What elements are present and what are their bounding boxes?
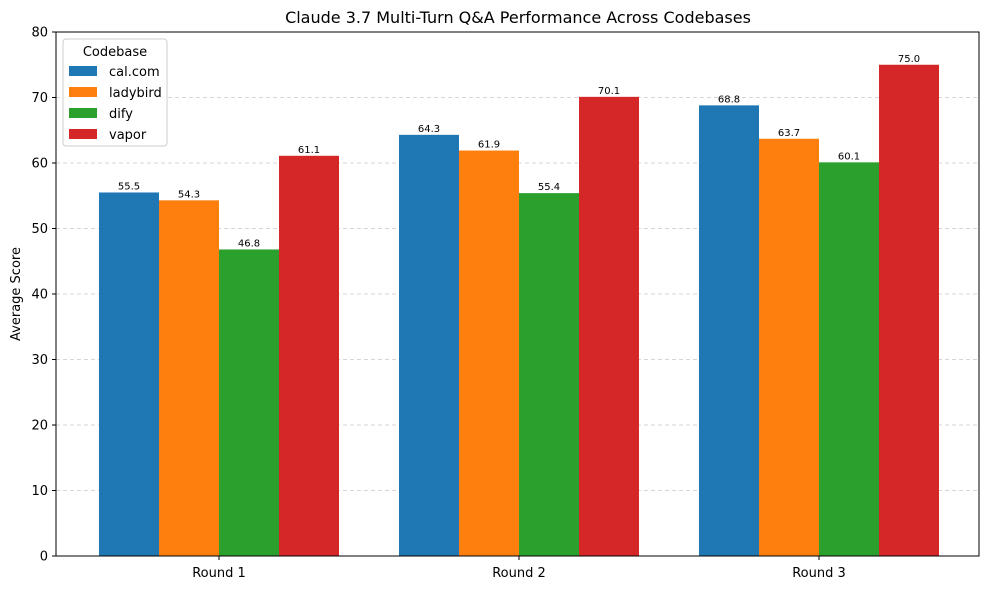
x-tick-label: Round 1 xyxy=(192,566,246,581)
bar-value-label: 46.8 xyxy=(238,238,260,249)
bar-dify-round-1 xyxy=(219,249,279,556)
bar-ladybird-round-2 xyxy=(459,150,519,556)
bar-dify-round-2 xyxy=(519,193,579,556)
legend-swatch xyxy=(69,129,97,139)
bar-value-label: 55.5 xyxy=(118,181,140,192)
bar-value-label: 61.9 xyxy=(478,140,500,151)
y-tick-label: 70 xyxy=(31,91,48,106)
y-tick-label: 30 xyxy=(31,353,48,368)
data-labels: 55.5 54.3 46.8 61.1 64.3 61.9 55.4 70.1 68.8 63.7… xyxy=(118,54,920,250)
legend-swatch xyxy=(69,66,97,76)
y-tick-label: 60 xyxy=(31,157,48,172)
legend-swatch xyxy=(69,108,97,118)
bar-cal-com-round-1 xyxy=(99,192,159,556)
bar-value-label: 63.7 xyxy=(778,128,800,139)
bar-vapor-round-2 xyxy=(579,96,639,556)
legend-label: ladybird xyxy=(109,86,162,101)
bar-value-label: 70.1 xyxy=(598,86,620,97)
bar-ladybird-round-1 xyxy=(159,200,219,556)
bar-cal-com-round-3 xyxy=(699,105,759,557)
bar-value-label: 54.3 xyxy=(178,189,200,200)
x-tick-label: Round 3 xyxy=(792,566,846,581)
legend-label: cal.com xyxy=(109,65,160,80)
bar-ladybird-round-3 xyxy=(759,138,819,556)
axis-ticks: 0 10 20 30 40 50 60 70 80 Round 1 Round 2 Round 3 xyxy=(31,26,845,582)
bar-value-label: 60.1 xyxy=(838,151,860,162)
legend-swatch xyxy=(69,87,97,97)
y-tick-label: 50 xyxy=(31,222,48,237)
bar-vapor-round-1 xyxy=(279,155,339,557)
bar-value-label: 55.4 xyxy=(538,182,560,193)
x-tick-label: Round 2 xyxy=(492,566,546,581)
legend-box xyxy=(62,38,168,147)
legend-title: Codebase xyxy=(83,45,147,60)
y-tick-label: 20 xyxy=(31,419,48,434)
bar-vapor-round-3 xyxy=(879,64,939,556)
y-tick-label: 80 xyxy=(31,26,48,41)
legend-label: vapor xyxy=(109,128,147,143)
y-tick-label: 0 xyxy=(40,550,48,565)
bar-value-label: 75.0 xyxy=(898,54,920,65)
y-tick-label: 40 xyxy=(31,288,48,303)
y-axis-label: Average Score xyxy=(9,247,24,341)
legend-label: dify xyxy=(109,107,133,122)
bar-dify-round-3 xyxy=(819,162,879,556)
bar-value-label: 68.8 xyxy=(718,94,740,105)
bar-value-label: 61.1 xyxy=(298,145,320,156)
y-tick-label: 10 xyxy=(31,484,48,499)
bars xyxy=(99,64,939,557)
chart-title: Claude 3.7 Multi-Turn Q&A Performance Ac… xyxy=(285,8,751,27)
legend: Codebase cal.com ladybird dify vapor xyxy=(62,38,168,147)
bar-cal-com-round-2 xyxy=(399,134,459,556)
bar-value-label: 64.3 xyxy=(418,124,440,135)
